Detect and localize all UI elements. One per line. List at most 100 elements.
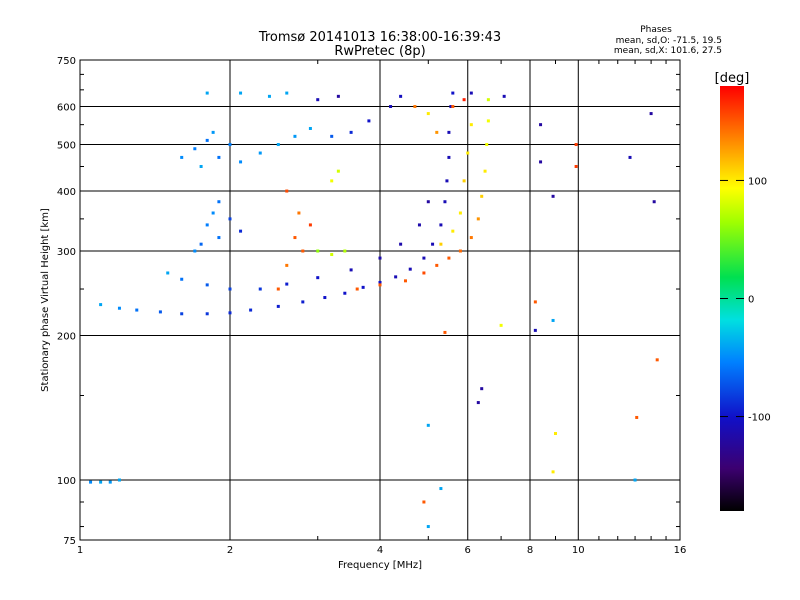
data-point [205, 223, 209, 227]
data-point [166, 271, 170, 275]
data-point [403, 279, 407, 283]
data-point [451, 105, 455, 109]
data-point [285, 282, 289, 286]
data-point [276, 287, 280, 291]
data-point [199, 164, 203, 168]
data-point [574, 143, 578, 147]
data-point [193, 147, 197, 151]
data-point [293, 134, 297, 138]
data-point [135, 308, 139, 312]
data-point [180, 277, 184, 281]
data-point [301, 300, 305, 304]
colorbar-title: [deg] [715, 71, 750, 86]
data-point [267, 94, 271, 98]
data-point [211, 130, 215, 134]
data-point [239, 229, 243, 233]
x-tick-label: 16 [674, 545, 687, 556]
data-point [476, 401, 480, 405]
data-point [426, 112, 430, 116]
data-point [635, 415, 639, 419]
data-point [228, 287, 232, 291]
data-point [180, 312, 184, 316]
data-point [293, 236, 297, 240]
data-point [655, 358, 659, 362]
data-point [443, 330, 447, 334]
data-point [205, 283, 209, 287]
y-axis-label: Stationary phase Virtual Height [km] [40, 208, 51, 392]
data-point [316, 98, 320, 102]
chart-subtitle: RwPretec (8p) [334, 44, 425, 59]
data-point [228, 217, 232, 221]
x-tick-label: 10 [572, 545, 585, 556]
x-tick-label: 6 [465, 545, 471, 556]
data-point [551, 318, 555, 322]
data-point [399, 242, 403, 246]
data-point [431, 242, 435, 246]
data-point [193, 249, 197, 253]
data-point [308, 126, 312, 130]
y-tick-label: 400 [57, 187, 76, 198]
data-point [399, 94, 403, 98]
data-point [451, 229, 455, 233]
data-point [343, 291, 347, 295]
data-point [451, 91, 455, 95]
data-point [276, 304, 280, 308]
data-point [502, 94, 506, 98]
data-point [367, 119, 371, 123]
x-axis-ticks: 1 2 4 6 8 10 16 [77, 60, 687, 556]
data-point [285, 263, 289, 267]
data-point [228, 311, 232, 315]
y-tick-label: 500 [57, 141, 76, 152]
data-point [217, 236, 221, 240]
data-point [330, 134, 334, 138]
data-point [378, 280, 382, 284]
data-point [389, 105, 393, 109]
grid [80, 60, 680, 540]
data-point [426, 423, 430, 427]
data-point [574, 164, 578, 168]
data-point [228, 143, 232, 147]
y-tick-label: 200 [57, 332, 76, 343]
data-point [258, 151, 262, 155]
y-tick-label: 100 [57, 476, 76, 487]
data-point [349, 130, 353, 134]
data-point [649, 112, 653, 116]
data-point [417, 223, 421, 227]
data-point [258, 287, 262, 291]
y-axis-ticks: 75 100 200 300 400 500 600 750 [57, 56, 680, 547]
data-point [276, 143, 280, 147]
data-point [551, 194, 555, 198]
colorbar-tick-label: 100 [748, 176, 767, 187]
data-point [449, 105, 453, 109]
data-point [447, 256, 451, 260]
data-point [239, 160, 243, 164]
x-tick-label: 2 [227, 545, 233, 556]
data-point [323, 296, 327, 300]
data-point [435, 130, 439, 134]
data-point [158, 310, 162, 314]
data-point [117, 306, 121, 310]
data-point [466, 151, 470, 155]
data-point [439, 487, 443, 491]
data-point [239, 91, 243, 95]
phase-stats-x: mean, sd,X: 101.6, 27.5 [614, 46, 722, 56]
data-point [355, 287, 359, 291]
data-point [426, 525, 430, 529]
phase-stats-o: mean, sd,O: -71.5, 19.5 [616, 36, 722, 46]
data-point [485, 143, 489, 147]
data-point [422, 256, 426, 260]
data-points [89, 91, 659, 529]
data-point [217, 155, 221, 159]
data-point [316, 276, 320, 280]
data-point [458, 211, 462, 215]
data-point [205, 91, 209, 95]
x-tick-label: 1 [77, 545, 83, 556]
x-tick-label: 4 [377, 545, 383, 556]
data-point [394, 275, 398, 279]
data-point [469, 91, 473, 95]
data-point [483, 169, 487, 173]
data-point [422, 271, 426, 275]
data-point [349, 268, 353, 272]
data-point [628, 155, 632, 159]
